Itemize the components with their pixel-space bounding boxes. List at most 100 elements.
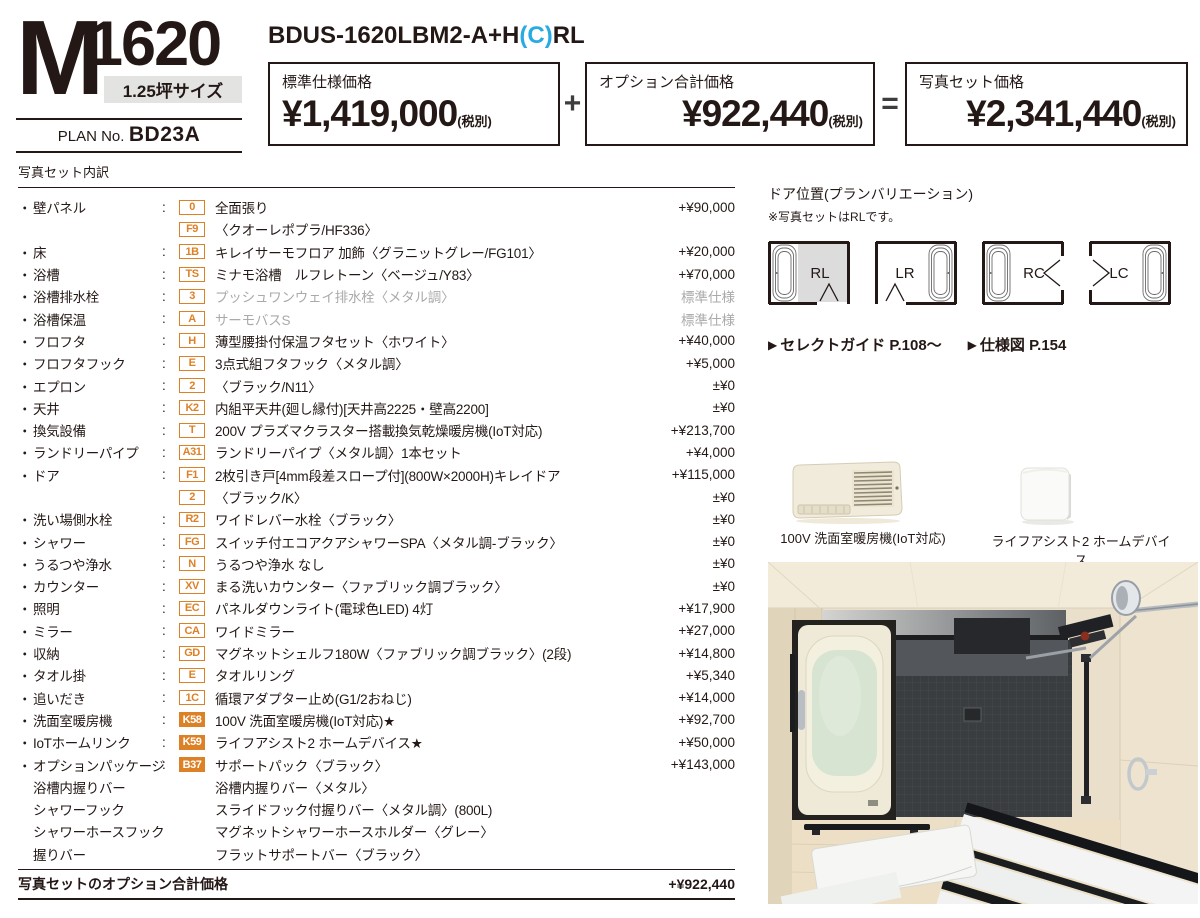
row-label: シャワーフック (33, 803, 125, 819)
option-code-badge: K59 (179, 734, 205, 750)
option-code-badge: 0 (179, 199, 205, 215)
standard-price-tax-note: (税別) (457, 114, 492, 129)
row-bullet: ・ (18, 535, 32, 551)
heater-product-image (788, 460, 908, 531)
option-price: ±¥0 (712, 578, 735, 594)
row-colon: : (162, 534, 166, 550)
select-guide-link: ▶ セレクトガイド P.108～ (768, 334, 942, 355)
row-bullet: ・ (18, 334, 32, 350)
row-bullet: ・ (18, 290, 32, 306)
row-label: フロフタ (33, 334, 86, 350)
product-code-main: BDUS-1620LBM2-A+H (268, 22, 520, 49)
option-price: ±¥0 (712, 378, 735, 394)
table-row: ・ランドリーパイプ: A31 ランドリーパイプ〈メタル調〉1本セット +¥4,000 (18, 441, 735, 463)
option-description: うるつや浄水 なし (215, 557, 325, 573)
breakdown-title: 写真セット内訳 (18, 162, 735, 188)
row-colon: : (162, 355, 166, 371)
standard-price-label: 標準仕様価格 (282, 74, 373, 91)
option-code-badge: CA (179, 623, 205, 639)
option-price: +¥14,800 (678, 645, 735, 661)
door-plan-diagram-rl: RL (768, 241, 850, 305)
equals-operator: = (881, 87, 899, 120)
row-colon: : (162, 600, 166, 616)
row-label: シャワー (33, 535, 86, 551)
row-label: ミラー (33, 624, 73, 640)
door-plan-label: RC (1023, 265, 1045, 282)
option-code-badge: 2 (179, 489, 205, 505)
option-description: ライフアシスト2 ホームデバイス★ (215, 736, 423, 752)
row-bullet: ・ (18, 647, 32, 663)
option-description: 浴槽内握りバー〈メタル〉 (215, 780, 375, 796)
option-code-badge: E (179, 667, 205, 683)
option-code-badge: K58 (179, 712, 205, 728)
option-description: ミナモ浴槽 ルフレトーン〈ベージュ/Y83〉 (215, 268, 480, 284)
table-row: ・浴槽保温: A サーモバスS 標準仕様 (18, 307, 735, 329)
row-colon: : (162, 244, 166, 260)
row-label: シャワーホースフック (33, 825, 165, 841)
door-plan-label: LR (895, 265, 914, 282)
option-price: +¥213,700 (670, 422, 735, 438)
option-description: 2枚引き戸[4mm段差スロープ付](800W×2000H)キレイドア (215, 468, 561, 484)
row-label: うるつや浄水 (33, 557, 112, 573)
option-code-badge: H (179, 333, 205, 349)
row-bullet: ・ (18, 201, 32, 217)
option-description: 全面張り (215, 201, 269, 217)
row-colon: : (162, 444, 166, 460)
option-price: +¥90,000 (678, 199, 735, 215)
option-code-badge: N (179, 556, 205, 572)
option-description: プッシュワンウェイ排水栓〈メタル調〉 (215, 290, 455, 306)
row-label: フロフタフック (33, 357, 126, 373)
door-plan-diagram-lr: LR (875, 241, 957, 305)
row-label: ランドリーパイプ (33, 446, 139, 462)
table-row: ・フロフタフック: E 3点式組フタフック〈メタル調〉 +¥5,000 (18, 352, 735, 374)
row-colon: : (162, 378, 166, 394)
option-description: スライドフック付握りバー〈メタル調〉(800L) (215, 803, 493, 819)
option-code-badge: T (179, 422, 205, 438)
row-colon: : (162, 511, 166, 527)
photo-set-breakdown: 写真セット内訳 ・壁パネル:0 全面張り +¥90,000 F9 〈クオーレポプラ/HF… (18, 162, 735, 900)
option-description: サーモバスS (215, 312, 291, 328)
price-summary-row: 標準仕様価格 ¥1,419,000(税別) + オプション合計価格 ¥922,4… (268, 62, 1188, 146)
standard-price-box: 標準仕様価格 ¥1,419,000(税別) (268, 62, 560, 146)
row-colon: : (162, 422, 166, 438)
row-bullet: ・ (18, 736, 32, 752)
arrow-right-icon: ▶ (768, 337, 778, 352)
option-price: +¥5,340 (685, 667, 735, 683)
option-price: ±¥0 (712, 534, 735, 550)
option-price-box: オプション合計価格 ¥922,440(税別) (585, 62, 875, 146)
plan-no-label: PLAN No. (57, 128, 125, 145)
option-price: +¥17,900 (678, 600, 735, 616)
product-code-highlight: (C) (519, 22, 553, 49)
table-row: シャワーホースフック マグネットシャワーホースホルダー〈グレー〉 (18, 820, 735, 842)
row-colon: : (162, 578, 166, 594)
option-code-badge: R2 (179, 511, 205, 527)
door-position-title: ドア位置(プランバリエーション) (768, 186, 974, 202)
option-price: +¥70,000 (678, 266, 735, 282)
row-label: 浴槽排水栓 (33, 290, 99, 306)
arrow-right-icon: ▶ (967, 337, 977, 352)
row-bullet: ・ (18, 513, 32, 529)
option-description: まる洗いカウンター〈ファブリック調ブラック〉 (215, 580, 508, 596)
option-price: +¥50,000 (678, 734, 735, 750)
table-row: ・洗面室暖房機: K58 100V 洗面室暖房機(IoT対応)★ +¥92,700 (18, 709, 735, 731)
option-description: 3点式組フタフック〈メタル調〉 (215, 357, 409, 373)
row-label: 浴槽 (33, 268, 60, 284)
set-price-label: 写真セット価格 (919, 74, 1025, 91)
option-code-badge: F9 (179, 221, 205, 237)
option-description: スイッチ付エコアクアシャワーSPA〈メタル調-ブラック〉 (215, 535, 563, 551)
option-price-label: オプション合計価格 (599, 74, 735, 91)
option-description: ランドリーパイプ〈メタル調〉1本セット (215, 446, 462, 462)
row-label: 浴槽内握りバー (33, 780, 126, 796)
table-row: ・うるつや浄水: N うるつや浄水 なし ±¥0 (18, 553, 735, 575)
option-description: フラットサポートバー〈ブラック〉 (215, 847, 428, 863)
option-description: 〈クオーレポプラ/HF336〉 (215, 223, 378, 239)
option-code-badge: K2 (179, 400, 205, 416)
bathroom-photo-illustration (767, 561, 1200, 918)
row-bullet: ・ (18, 557, 32, 573)
set-price-box: 写真セット価格 ¥2,341,440(税別) (905, 62, 1188, 146)
option-price: +¥27,000 (678, 623, 735, 639)
table-row: ・エプロン:2 〈ブラック/N11〉 ±¥0 (18, 374, 735, 396)
row-label: 床 (33, 245, 47, 261)
plan-number-row: PLAN No. BD23A (16, 118, 242, 153)
heater-caption: 100V 洗面室暖房機(IoT対応) (780, 531, 946, 546)
